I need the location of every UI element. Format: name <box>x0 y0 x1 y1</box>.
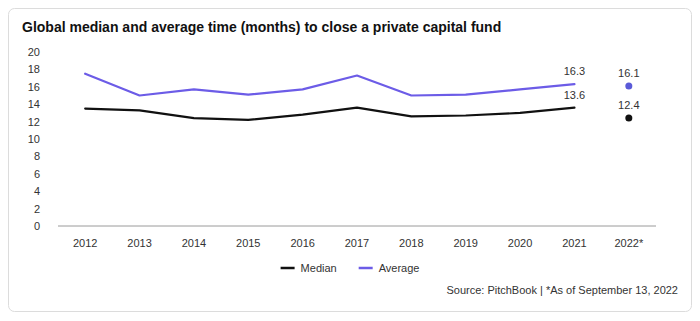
y-tick <box>44 104 47 105</box>
y-tick-label: 16 <box>28 81 40 93</box>
point <box>625 115 632 122</box>
x-tick-label: 2017 <box>345 237 369 249</box>
y-tick-label: 14 <box>28 98 40 110</box>
legend-swatch <box>359 267 373 270</box>
y-tick <box>44 226 47 227</box>
y-tick <box>44 121 47 122</box>
y-tick-label: 12 <box>28 116 40 128</box>
y-tick <box>44 208 47 209</box>
data-label: 13.6 <box>564 89 585 101</box>
x-tick-label: 2018 <box>399 237 423 249</box>
legend-label: Average <box>379 262 420 274</box>
line <box>85 108 574 120</box>
x-tick-label: 2021 <box>562 237 586 249</box>
data-labels: 13.6 16.3 12.4 16.1 <box>564 65 640 111</box>
chart: Global median and average time (months) … <box>0 0 700 321</box>
y-tick-label: 2 <box>34 203 40 215</box>
x-tick-label: 2022* <box>614 237 643 249</box>
point <box>625 82 632 89</box>
y-tick <box>44 156 47 157</box>
y-tick-label: 6 <box>34 168 40 180</box>
x-tick-label: 2013 <box>127 237 151 249</box>
line <box>85 74 574 96</box>
y-tick <box>44 173 47 174</box>
y-tick <box>44 52 47 53</box>
legend: Median Average <box>281 262 420 274</box>
x-tick-label: 2014 <box>182 237 206 249</box>
y-tick <box>44 191 47 192</box>
y-tick <box>44 69 47 70</box>
y-tick-label: 8 <box>34 150 40 162</box>
x-tick-label: 2012 <box>73 237 97 249</box>
x-tick-label: 2016 <box>290 237 314 249</box>
x-tick-label: 2015 <box>236 237 260 249</box>
data-label: 16.3 <box>564 65 585 77</box>
x-tick-label: 2020 <box>508 237 532 249</box>
y-tick-label: 4 <box>34 185 40 197</box>
x-axis-line <box>58 226 656 227</box>
y-tick-label: 0 <box>34 220 40 232</box>
y-tick-label: 18 <box>28 63 40 75</box>
x-tick-label: 2019 <box>453 237 477 249</box>
y-tick <box>44 139 47 140</box>
card <box>9 9 692 312</box>
data-label: 12.4 <box>618 99 639 111</box>
y-tick-label: 20 <box>28 46 40 58</box>
legend-label: Median <box>301 262 337 274</box>
source: Source: PitchBook | *As of September 13,… <box>446 284 678 296</box>
legend-swatch <box>281 267 295 270</box>
y-tick <box>44 86 47 87</box>
marks <box>85 74 632 122</box>
title: Global median and average time (months) … <box>22 19 501 35</box>
data-label: 16.1 <box>618 67 639 79</box>
y-tick-label: 10 <box>28 133 40 145</box>
